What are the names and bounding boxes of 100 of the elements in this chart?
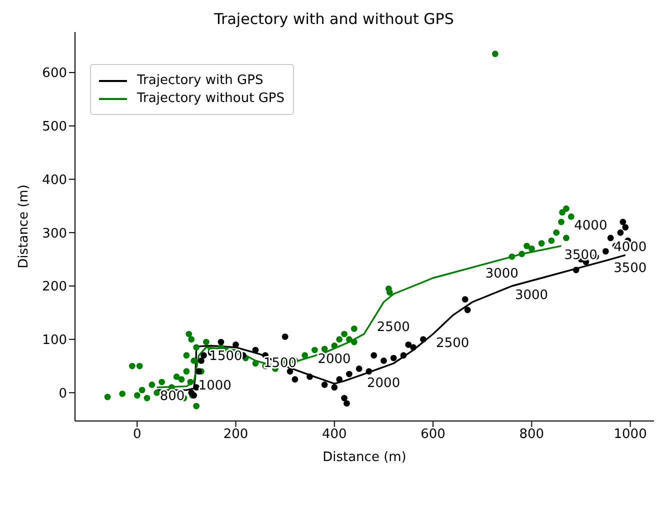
point bbox=[346, 370, 352, 378]
point bbox=[356, 366, 362, 372]
x-tick-label: 200 bbox=[223, 427, 248, 442]
y-tick-label: 300 bbox=[42, 226, 67, 242]
point bbox=[104, 394, 111, 400]
point bbox=[350, 338, 358, 346]
point bbox=[196, 368, 202, 375]
point bbox=[306, 374, 313, 380]
point bbox=[462, 296, 468, 303]
point bbox=[350, 325, 358, 332]
chart-title: Trajectory with and without GPS bbox=[213, 9, 455, 30]
point bbox=[524, 242, 530, 250]
annotation: 2000 bbox=[367, 376, 400, 391]
annotation: 3500 bbox=[614, 261, 647, 276]
point bbox=[321, 382, 328, 388]
point bbox=[154, 390, 160, 396]
point bbox=[341, 330, 348, 338]
point bbox=[548, 237, 555, 244]
point bbox=[420, 336, 426, 343]
point bbox=[528, 245, 535, 252]
annotation: 2000 bbox=[318, 352, 351, 367]
point bbox=[198, 358, 204, 364]
x-tick-label: 1000 bbox=[614, 427, 647, 442]
point bbox=[400, 352, 407, 359]
annotation: 3500 bbox=[564, 248, 598, 263]
annotation: 800 bbox=[160, 389, 185, 404]
point bbox=[136, 362, 143, 370]
point bbox=[292, 376, 298, 383]
point bbox=[336, 336, 343, 343]
annotation: 2500 bbox=[436, 336, 470, 351]
point bbox=[200, 352, 207, 359]
point bbox=[492, 50, 498, 58]
point bbox=[366, 368, 372, 375]
annotation: 3000 bbox=[485, 266, 518, 282]
x-tick-label: 0 bbox=[133, 427, 142, 442]
point bbox=[602, 248, 609, 255]
point bbox=[282, 333, 288, 340]
legend-label: Trajectory with GPS bbox=[137, 73, 264, 88]
point bbox=[390, 354, 397, 362]
point bbox=[563, 234, 570, 242]
point bbox=[331, 342, 338, 349]
point bbox=[346, 336, 352, 343]
point bbox=[252, 346, 259, 354]
point bbox=[134, 392, 140, 399]
y-tick-label: 0 bbox=[58, 386, 67, 402]
point bbox=[178, 376, 185, 383]
point bbox=[341, 394, 348, 402]
point bbox=[119, 390, 126, 397]
point bbox=[518, 250, 526, 258]
y-tick-label: 200 bbox=[42, 280, 67, 295]
y-tick-label: 500 bbox=[42, 120, 67, 135]
point bbox=[386, 289, 393, 296]
point bbox=[508, 253, 516, 260]
point bbox=[173, 374, 180, 380]
point bbox=[187, 378, 194, 386]
point bbox=[538, 240, 545, 247]
x-axis-title: Distance (m) bbox=[322, 450, 406, 465]
point bbox=[202, 338, 210, 346]
annotation: 4000 bbox=[574, 218, 608, 234]
point bbox=[370, 352, 378, 359]
point bbox=[144, 394, 150, 402]
point bbox=[344, 400, 350, 407]
point bbox=[380, 358, 387, 364]
point bbox=[302, 352, 308, 359]
point bbox=[620, 218, 626, 226]
x-tick-label: 800 bbox=[519, 427, 544, 442]
point bbox=[563, 205, 570, 212]
point bbox=[405, 341, 412, 348]
point bbox=[129, 362, 136, 370]
point bbox=[321, 346, 328, 352]
x-tick-label: 600 bbox=[420, 427, 446, 442]
point bbox=[158, 378, 165, 386]
point bbox=[183, 368, 190, 375]
point bbox=[252, 360, 259, 367]
annotation: 1000 bbox=[198, 378, 232, 394]
y-tick-label: 100 bbox=[42, 332, 67, 348]
point bbox=[183, 352, 190, 359]
point bbox=[331, 384, 338, 391]
point bbox=[193, 344, 200, 351]
point bbox=[188, 336, 195, 343]
y-tick-label: 400 bbox=[42, 172, 67, 188]
legend-label: Trajectory without GPS bbox=[137, 91, 284, 106]
point bbox=[553, 229, 560, 236]
point bbox=[286, 368, 294, 375]
point bbox=[559, 209, 566, 216]
annotation: 3000 bbox=[514, 288, 548, 303]
point bbox=[218, 338, 224, 346]
point bbox=[148, 382, 156, 388]
point bbox=[617, 229, 624, 236]
point bbox=[311, 346, 318, 354]
annotation: 2500 bbox=[376, 320, 410, 335]
point bbox=[410, 344, 417, 351]
point bbox=[190, 358, 198, 364]
point bbox=[572, 266, 580, 274]
point bbox=[138, 386, 146, 394]
point bbox=[558, 218, 564, 226]
x-tick-label: 400 bbox=[322, 427, 347, 442]
point bbox=[336, 376, 343, 383]
y-tick-label: 600 bbox=[42, 66, 67, 82]
point bbox=[607, 234, 614, 242]
